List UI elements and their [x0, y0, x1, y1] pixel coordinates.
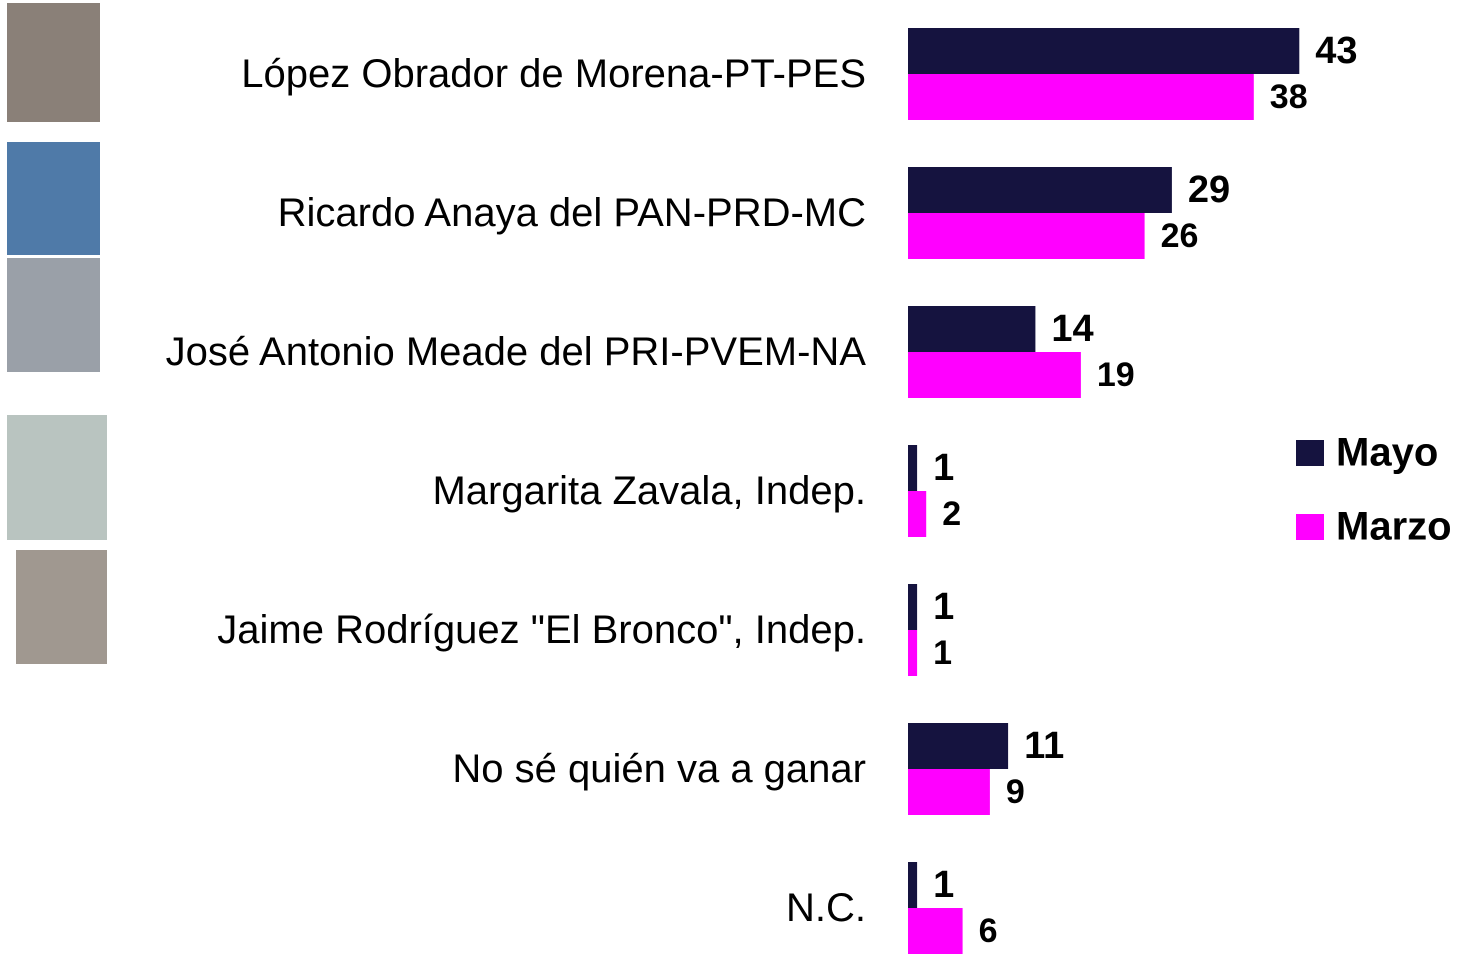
bar: [908, 630, 917, 676]
bar: [908, 769, 990, 815]
value-label: 11: [1024, 725, 1064, 767]
bar: [908, 213, 1145, 259]
category-label: Margarita Zavala, Indep.: [432, 465, 866, 517]
category-label: N.C.: [786, 882, 866, 934]
bar: [908, 862, 917, 908]
legend-label: Marzo: [1336, 505, 1452, 549]
value-label: 9: [1006, 773, 1025, 811]
bar: [908, 445, 917, 491]
page: 433829261419121111916MayoMarzo López Obr…: [0, 0, 1476, 955]
photo: [16, 550, 107, 664]
value-label: 1: [933, 447, 954, 489]
category-label: José Antonio Meade del PRI-PVEM-NA: [166, 326, 866, 378]
category-box: Ricardo Anaya del PAN-PRD-MC: [126, 148, 866, 278]
photo: [7, 3, 100, 122]
legend-label: Mayo: [1336, 431, 1438, 475]
category-box: Margarita Zavala, Indep.: [126, 426, 866, 556]
category-box: N.C.: [126, 843, 866, 955]
value-label: 1: [933, 864, 954, 906]
value-label: 1: [933, 634, 952, 672]
category-box: No sé quién va a ganar: [126, 704, 866, 834]
category-label: López Obrador de Morena-PT-PES: [241, 48, 866, 100]
category-label: Ricardo Anaya del PAN-PRD-MC: [278, 187, 866, 239]
value-label: 26: [1161, 217, 1199, 255]
value-label: 2: [942, 495, 961, 533]
value-label: 1: [933, 586, 954, 628]
category-box: López Obrador de Morena-PT-PES: [126, 9, 866, 139]
category-box: Jaime Rodríguez "El Bronco", Indep.: [126, 565, 866, 695]
category-label: Jaime Rodríguez "El Bronco", Indep.: [217, 604, 866, 656]
bar: [908, 167, 1172, 213]
bar: [908, 74, 1254, 120]
bar: [908, 352, 1081, 398]
bar: [908, 491, 926, 537]
photo: [7, 258, 100, 372]
legend-swatch: [1296, 440, 1324, 466]
value-label: 29: [1188, 169, 1230, 211]
bar: [908, 908, 963, 954]
photo: [7, 415, 107, 540]
value-label: 43: [1315, 30, 1357, 72]
legend-swatch: [1296, 514, 1324, 540]
value-label: 6: [979, 912, 998, 950]
value-label: 38: [1270, 78, 1308, 116]
bar: [908, 306, 1035, 352]
bar: [908, 584, 917, 630]
value-label: 14: [1051, 308, 1093, 350]
bar: [908, 28, 1299, 74]
category-label: No sé quién va a ganar: [452, 743, 866, 795]
photo: [7, 142, 100, 255]
value-label: 19: [1097, 356, 1135, 394]
category-box: José Antonio Meade del PRI-PVEM-NA: [126, 287, 866, 417]
bar: [908, 723, 1008, 769]
